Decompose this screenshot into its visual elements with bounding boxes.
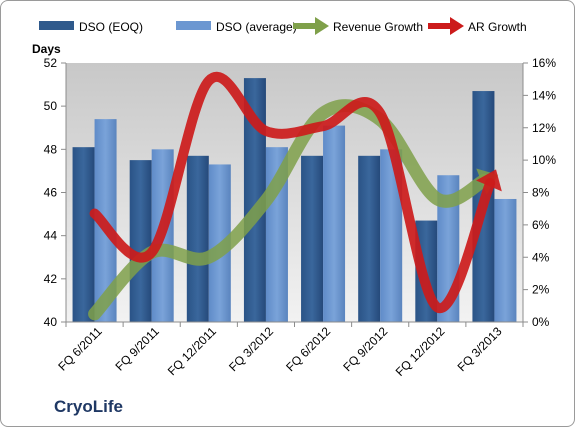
line-ar-growth: [89, 72, 496, 313]
legend-label-ar-growth: AR Growth: [468, 20, 527, 34]
x-tick-label: FQ 6/2012: [283, 324, 333, 374]
left-tick-label: 40: [44, 315, 58, 329]
left-tick-label: 48: [44, 142, 58, 156]
legend-label-dso-average: DSO (average): [216, 20, 297, 34]
x-tick-label: FQ 3/2013: [455, 324, 505, 374]
legend-swatch-revenue-growth: [293, 23, 317, 29]
left-tick-label: 42: [44, 272, 58, 286]
bar-dso-eoq: [358, 155, 381, 322]
bar-dso-eoq: [301, 155, 324, 322]
x-tick-label: FQ 12/2011: [165, 324, 219, 378]
right-tick-label: 4%: [532, 250, 550, 264]
x-tick-label: FQ 9/2012: [340, 324, 390, 374]
legend-swatch-dso-average: [176, 21, 211, 30]
legend-swatch-dso-eoq: [39, 21, 74, 30]
bar-dso-eoq: [186, 155, 209, 322]
legend-arrow-revenue-growth: [315, 17, 329, 35]
bar-dso-eoq: [243, 78, 266, 322]
right-tick-label: 14%: [532, 88, 556, 102]
bar-dso-eoq: [129, 160, 152, 322]
arrowhead-ar-growth: [476, 169, 502, 192]
right-tick-label: 8%: [532, 186, 550, 200]
left-tick-label: 50: [44, 99, 58, 113]
left-tick-label: 52: [44, 56, 58, 70]
right-tick-label: 2%: [532, 283, 550, 297]
right-tick-label: 6%: [532, 218, 550, 232]
right-tick-label: 10%: [532, 153, 556, 167]
bar-dso-average: [323, 125, 346, 322]
legend-arrow-ar-growth: [450, 17, 464, 35]
bar-dso-eoq: [72, 147, 95, 322]
legend-swatch-ar-growth: [428, 23, 452, 29]
left-tick-label: 44: [44, 229, 58, 243]
bar-dso-average: [494, 198, 517, 322]
x-tick-label: FQ 3/2012: [226, 324, 276, 374]
y-axis-label: Days: [32, 42, 61, 56]
bar-dso-average: [380, 149, 403, 322]
right-tick-label: 12%: [532, 121, 556, 135]
legend-label-revenue-growth: Revenue Growth: [333, 20, 423, 34]
left-tick-label: 46: [44, 186, 58, 200]
company-name: CryoLife: [54, 397, 123, 416]
right-tick-label: 16%: [532, 56, 556, 70]
x-tick-label: FQ 6/2011: [55, 324, 105, 374]
x-tick-label: FQ 12/2012: [393, 324, 448, 379]
x-tick-label: FQ 9/2011: [112, 324, 162, 374]
legend-label-dso-eoq: DSO (EOQ): [79, 20, 143, 34]
right-tick-label: 0%: [532, 315, 550, 329]
